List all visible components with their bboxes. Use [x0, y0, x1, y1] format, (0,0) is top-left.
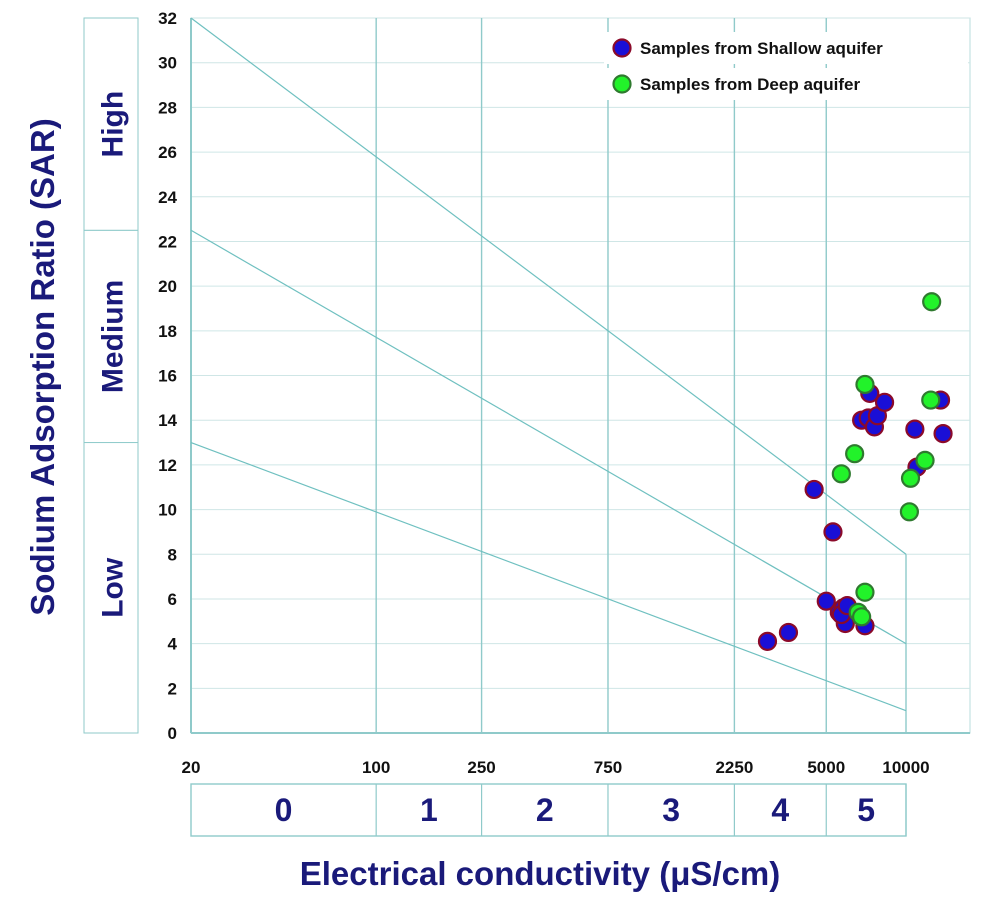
- y-tick-label: 0: [168, 724, 177, 743]
- y-tick-label: 6: [168, 590, 177, 609]
- y-axis-title: Sodium Adsorption Ratio (SAR): [24, 118, 61, 615]
- legend-bg: [604, 68, 968, 100]
- salinity-class-label: 4: [771, 792, 789, 828]
- y-tick-label: 12: [158, 456, 177, 475]
- legend: Samples from Shallow aquifer Samples from…: [604, 32, 968, 100]
- shallow-aquifer-point: [905, 419, 925, 439]
- deep-aquifer-point: [915, 450, 935, 471]
- shallow-aquifer-point: [816, 591, 836, 611]
- shallow-aquifer-point: [804, 479, 824, 500]
- sar-band-label: Medium: [97, 280, 130, 393]
- y-tick-label: 10: [158, 501, 177, 520]
- y-tick-label: 18: [158, 322, 177, 341]
- y-tick-label: 32: [158, 9, 177, 28]
- x-axis-title: Electrical conductivity (μS/cm): [300, 855, 781, 892]
- legend-marker: [612, 74, 632, 94]
- y-tick-label: 28: [158, 98, 177, 117]
- salinity-class-label: 3: [662, 792, 680, 828]
- salinity-class-panel: 0 1 2 3 4 5: [190, 783, 907, 837]
- sar-band-box: [83, 229, 139, 444]
- y-tick-label: 14: [158, 411, 177, 430]
- x-tick-label: 250: [467, 758, 495, 777]
- x-tick-label: 100: [362, 758, 390, 777]
- y-tick-label: 20: [158, 277, 177, 296]
- x-tick-label: 20: [182, 758, 201, 777]
- legend-bg: [604, 32, 968, 64]
- salinity-class-label: 2: [536, 792, 554, 828]
- shallow-aquifer-point: [874, 392, 895, 412]
- salinity-class-label: 1: [420, 792, 438, 828]
- data-points: [757, 292, 953, 651]
- shallow-aquifer-point: [823, 522, 843, 542]
- deep-aquifer-point: [921, 390, 941, 410]
- salinity-class-frame: [190, 783, 907, 837]
- y-tick-label: 30: [158, 54, 177, 73]
- deep-aquifer-point: [855, 374, 875, 395]
- y-tick-label: 4: [168, 635, 178, 654]
- shallow-aquifer-point: [933, 423, 953, 444]
- legend-label: Samples from Shallow aquifer: [640, 39, 883, 58]
- shallow-aquifer-point: [757, 631, 778, 651]
- hazard-boundary-line: [190, 229, 907, 645]
- boundary-lines: [190, 17, 907, 712]
- sar-band-box: [83, 442, 139, 734]
- sar-band-label: High: [97, 91, 130, 158]
- shallow-aquifer-point: [778, 622, 799, 643]
- y-tick-label: 16: [158, 367, 177, 386]
- deep-aquifer-point: [899, 502, 920, 522]
- y-tick-label: 2: [168, 679, 177, 698]
- x-tick-labels: 20 100 250 750 2250 5000 10000: [182, 758, 930, 777]
- deep-aquifer-point: [831, 464, 851, 484]
- legend-label: Samples from Deep aquifer: [640, 75, 861, 94]
- deep-aquifer-point: [855, 582, 875, 602]
- legend-marker: [612, 38, 632, 58]
- salinity-class-label: 5: [857, 792, 875, 828]
- hazard-boundary-line: [190, 17, 907, 555]
- hazard-boundary-line: [190, 441, 907, 712]
- y-tick-label: 26: [158, 143, 177, 162]
- y-tick-label: 22: [158, 232, 177, 251]
- x-tick-label: 2250: [715, 758, 753, 777]
- deep-aquifer-point: [852, 607, 872, 627]
- deep-aquifer-point: [900, 468, 921, 488]
- salinity-class-label: 0: [275, 792, 293, 828]
- sar-band-box: [83, 17, 139, 231]
- sar-band-label: Low: [97, 557, 130, 618]
- y-tick-label: 8: [168, 545, 177, 564]
- y-tick-label: 24: [158, 188, 177, 207]
- sar-band-panel: Low Medium High: [83, 17, 139, 734]
- deep-aquifer-point: [922, 292, 942, 312]
- x-tick-label: 750: [594, 758, 622, 777]
- deep-aquifer-point: [845, 444, 865, 464]
- x-tick-label: 5000: [807, 758, 845, 777]
- x-tick-label: 10000: [882, 758, 929, 777]
